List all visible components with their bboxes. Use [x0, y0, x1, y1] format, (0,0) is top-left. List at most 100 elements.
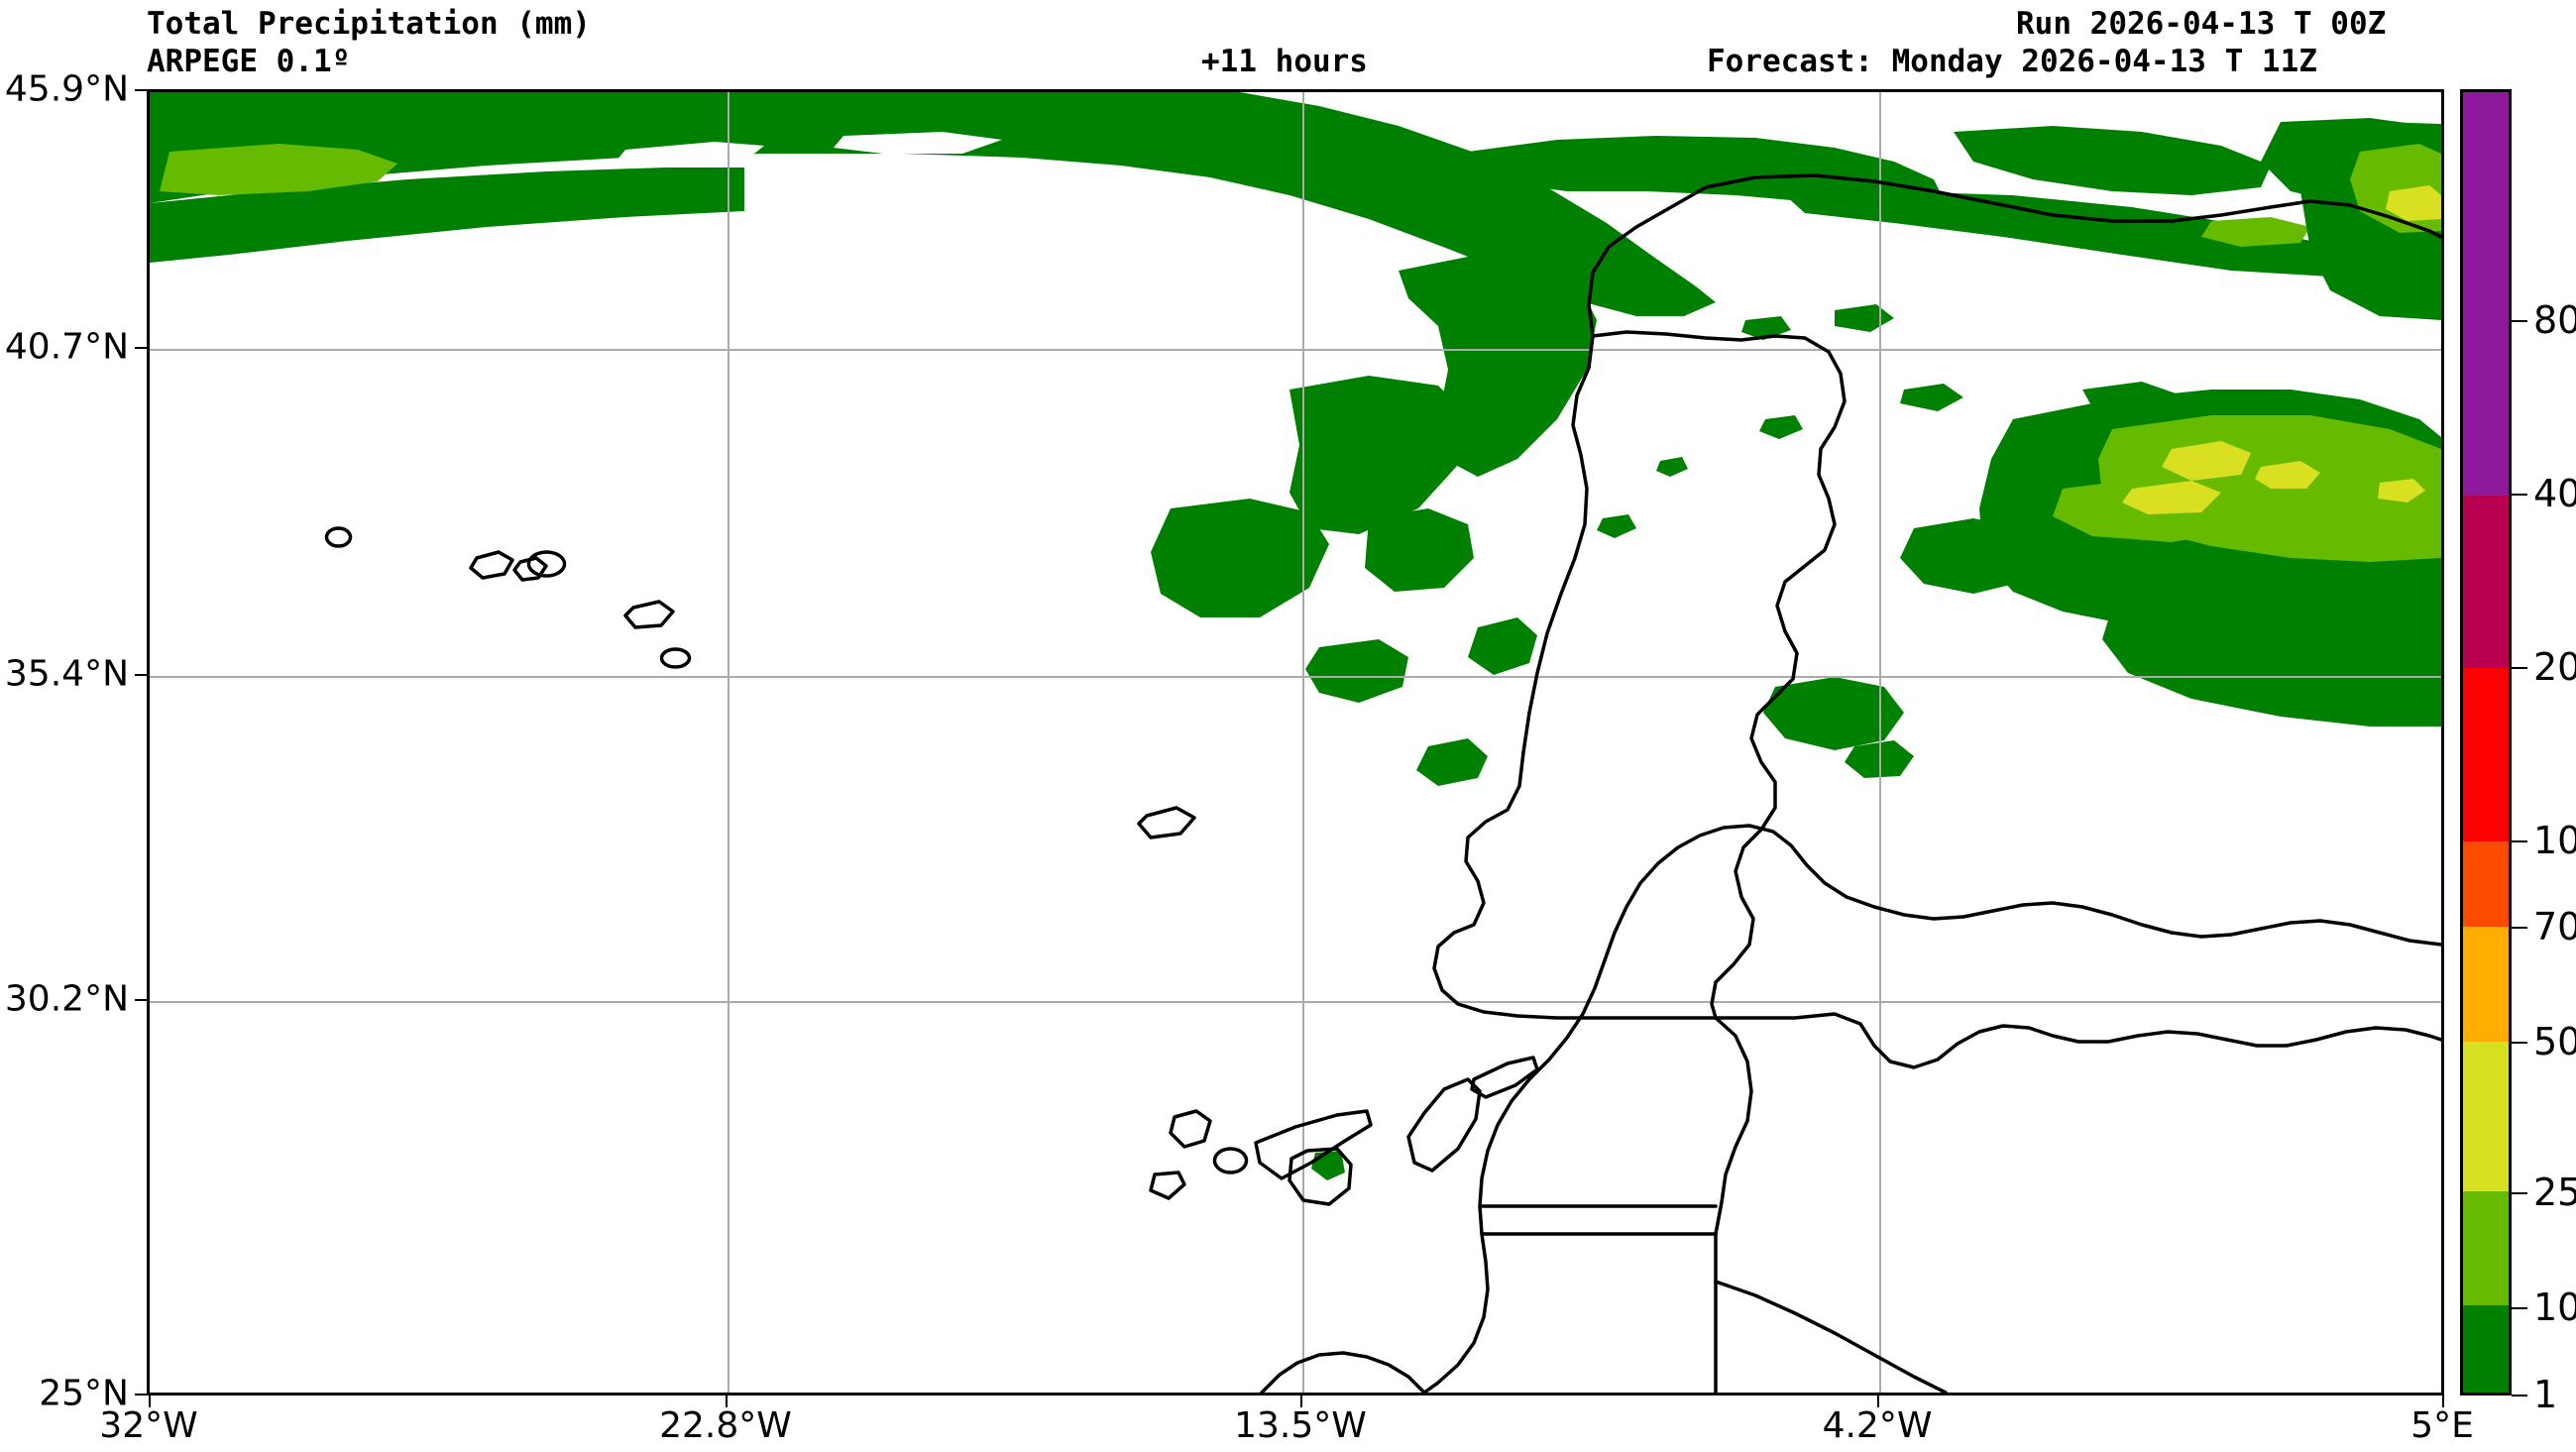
precip-streak-7: [1468, 617, 1537, 675]
island-azores-2: [469, 550, 514, 580]
colorbar-tick-1: [2512, 1395, 2527, 1396]
precipitation-layer: [150, 92, 2441, 1180]
coast-iberia-west: [1432, 209, 1718, 1020]
precip-band-atlantic-nw: [150, 92, 1716, 316]
precip-cell-g: [1597, 514, 1636, 538]
border-sahara-1: [1480, 1232, 1718, 1393]
page-title: Total Precipitation (mm): [147, 6, 591, 42]
precip-streak-3: [1151, 499, 1329, 617]
colorbar-tick-50: [2512, 1042, 2527, 1044]
precip-med-max-2: [2255, 461, 2320, 489]
x-axis-label-4-2w: 4.2°W: [1822, 1405, 1933, 1446]
colorbar-tick-25: [2512, 1192, 2527, 1194]
precip-hole-1: [616, 142, 764, 168]
coastline-layer: [324, 173, 2441, 1393]
x-tick-5e: [2442, 1396, 2444, 1407]
colorbar-label-100: 100: [2533, 819, 2576, 862]
graticule: [150, 92, 2441, 1393]
coast-morocco: [1422, 824, 2441, 1393]
colorbar-tick-200: [2512, 667, 2527, 669]
x-axis-label-5e: 5°E: [2410, 1405, 2474, 1446]
y-axis-label-35-4n: 35.4°N: [4, 653, 129, 695]
colorbar-label-10: 10: [2533, 1285, 2576, 1329]
x-tick-22-8w: [726, 1396, 728, 1407]
island-azores-3: [512, 556, 548, 582]
precip-n-edge: [1785, 191, 2370, 277]
precip-med-max-1: [2162, 441, 2251, 481]
precip-cell-d: [1900, 384, 1963, 411]
y-tick-45-9n: [135, 89, 147, 91]
coast-iberia-south: [1714, 1012, 2441, 1069]
y-tick-35-4n: [135, 674, 147, 676]
island-grancanaria: [1288, 1147, 1353, 1206]
island-hierro: [1169, 1109, 1212, 1149]
y-tick-40-7n: [135, 347, 147, 349]
precip-hole-2: [834, 132, 1002, 154]
colorbar[interactable]: [2460, 89, 2512, 1396]
coast-w-sahara: [1260, 1351, 1426, 1393]
precip-biscay-2: [1954, 126, 2271, 195]
colorbar-band-10-25: [2463, 1190, 2509, 1306]
island-tenerife: [1254, 1109, 1373, 1180]
colorbar-band-400-800: [2463, 322, 2509, 496]
colorbar-label-70: 70: [2533, 905, 2576, 949]
colorbar-band-800plus: [2463, 92, 2509, 323]
precip-cell-h: [1656, 457, 1688, 477]
precip-n-spain: [1468, 136, 1944, 209]
island-azores-6: [659, 647, 692, 669]
map-canvas: [150, 92, 2441, 1393]
precip-streak-4: [1365, 508, 1474, 592]
island-madeira: [1137, 806, 1196, 839]
precip-med-max-4: [2378, 479, 2425, 503]
colorbar-label-50: 50: [2533, 1020, 2576, 1063]
colorbar-band-100-200: [2463, 668, 2509, 841]
precip-streak-5: [1305, 639, 1408, 703]
island-fuerteventura: [1406, 1077, 1482, 1173]
y-axis-label-25n: 25°N: [39, 1373, 129, 1414]
border-portugal-spain: [1591, 330, 1847, 1020]
precip-canary-cell: [1311, 1151, 1345, 1180]
precip-cell-a: [1835, 304, 1894, 332]
precip-light-pyrenees: [2201, 217, 2310, 247]
forecast-time-label: Forecast: Monday 2026-04-13 T 11Z: [1707, 44, 2317, 79]
precip-streak-2: [1289, 376, 1468, 534]
precip-streak-6: [1416, 738, 1488, 786]
precip-gibraltar: [1900, 518, 2043, 594]
colorbar-label-800: 800: [2533, 298, 2576, 342]
border-sahara-2: [1714, 1280, 1948, 1393]
colorbar-tick-100: [2512, 840, 2527, 842]
y-tick-30-2n: [135, 999, 147, 1001]
precip-morocco-rif: [1763, 677, 1904, 750]
precip-core-atlantic: [160, 144, 397, 195]
colorbar-tick-400: [2512, 494, 2527, 496]
y-tick-25n: [135, 1394, 147, 1396]
x-tick-13-5w: [1300, 1396, 1302, 1407]
precip-cell-f: [1523, 386, 1563, 409]
y-axis-label-40-7n: 40.7°N: [4, 326, 129, 368]
coast-biscay: [1662, 173, 2441, 239]
run-time-label: Run 2026-04-13 T 00Z: [2016, 6, 2387, 42]
colorbar-band-25-50: [2463, 1041, 2509, 1191]
x-axis-label-13-5w: 13.5°W: [1234, 1405, 1367, 1446]
precip-med-max-3: [2122, 481, 2221, 514]
x-axis-label-22-8w: 22.8°W: [659, 1405, 792, 1446]
island-gomera: [1212, 1147, 1249, 1174]
colorbar-label-200: 200: [2533, 645, 2576, 689]
x-tick-32w: [149, 1396, 151, 1407]
precip-ne-light2: [2386, 185, 2441, 221]
colorbar-tick-70: [2512, 927, 2527, 929]
precip-cell-c: [1759, 415, 1803, 439]
island-azores-1: [324, 526, 353, 548]
precipitation-map[interactable]: [147, 89, 2444, 1396]
colorbar-band-1-10: [2463, 1305, 2509, 1393]
lead-time-label: +11 hours: [1201, 44, 1368, 79]
colorbar-band-50-70: [2463, 927, 2509, 1042]
island-azores-4: [526, 550, 567, 578]
chart-header: Total Precipitation (mm) ARPEGE 0.1º +11…: [0, 0, 2576, 91]
island-azores-5: [623, 600, 675, 629]
colorbar-label-25: 25: [2533, 1171, 2576, 1214]
colorbar-tick-800: [2512, 320, 2527, 322]
island-palma: [1149, 1171, 1186, 1200]
precip-med-ext: [2102, 598, 2441, 726]
colorbar-label-400: 400: [2533, 472, 2576, 515]
